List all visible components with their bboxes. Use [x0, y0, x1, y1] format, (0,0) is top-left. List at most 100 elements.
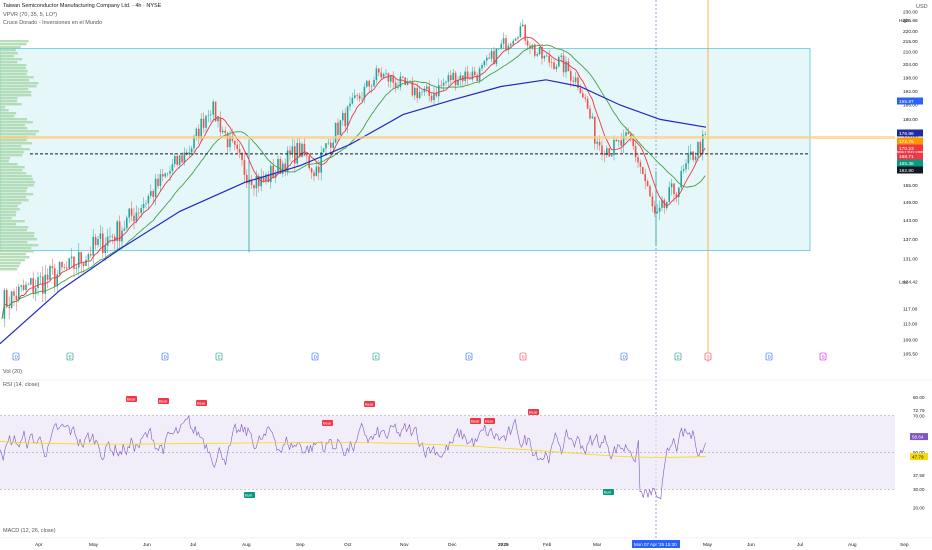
volume-profile-bar: [0, 55, 14, 58]
candle: [447, 75, 450, 82]
candle: [18, 286, 20, 301]
candle: [138, 212, 140, 214]
price-tag: [897, 159, 923, 167]
candle: [277, 158, 279, 173]
event-marker: [215, 352, 223, 361]
volume-profile-bar: [0, 226, 29, 229]
time-tick-label: Mar: [593, 542, 602, 548]
candle: [440, 85, 442, 86]
candle: [385, 73, 387, 74]
volume-profile-bar: [0, 232, 35, 235]
time-tick-label: Aug: [242, 542, 251, 548]
volume-profile-bar: [0, 187, 28, 190]
price-tick-label: 124.42: [903, 279, 918, 285]
price-tick-label: 215.00: [903, 39, 918, 45]
currency-label: USD: [916, 4, 928, 10]
bull-label: [244, 492, 255, 498]
candle: [548, 55, 550, 63]
volume-profile-bar: [0, 205, 18, 208]
volume-profile-bar: [0, 115, 15, 118]
candle: [356, 95, 358, 96]
candle: [668, 187, 670, 203]
volume-profile-bar: [0, 121, 33, 124]
candle: [152, 191, 154, 197]
price-tick-label: 198.00: [903, 75, 918, 81]
candle: [378, 68, 380, 73]
candle: [469, 78, 471, 80]
candle: [601, 145, 603, 154]
rsi-line: [0, 414, 706, 500]
volume-profile-bar: [0, 133, 36, 136]
candle: [262, 176, 265, 181]
price-tag: [897, 166, 923, 174]
candle: [318, 166, 320, 173]
indicator-vpvr-label[interactable]: VPVR (70, 35, 5, LO*): [3, 12, 58, 18]
candle: [466, 71, 469, 79]
time-tick-label: Sep: [900, 542, 909, 548]
event-marker-label: S: [707, 355, 710, 360]
bear-label: [158, 398, 169, 404]
candle: [351, 97, 354, 104]
volume-profile-bar: [0, 244, 39, 247]
candle: [49, 266, 51, 280]
candle: [646, 181, 649, 187]
bear-label-text: Bear: [365, 402, 374, 407]
candle: [294, 146, 296, 164]
candle: [411, 81, 414, 96]
rsi-panel-title[interactable]: RSI (14, close): [3, 382, 40, 388]
candle: [591, 116, 594, 119]
volume-profile-bar: [0, 46, 21, 49]
candle: [634, 146, 637, 158]
candle: [42, 276, 44, 294]
rsi-tick-label: 72.79: [913, 408, 925, 413]
candle: [481, 65, 483, 69]
price-tick-label: 155.00: [903, 183, 918, 189]
candle: [342, 112, 344, 121]
candle: [8, 307, 10, 309]
candle: [140, 208, 142, 213]
ma-slow-line: [0, 79, 707, 345]
candle: [190, 148, 193, 153]
rsi-tick-label: 30.00: [913, 487, 925, 492]
candle: [104, 245, 106, 254]
candle: [610, 155, 613, 157]
volume-profile-bar: [0, 118, 28, 121]
price-tick-label: 220.00: [903, 29, 918, 35]
cursor-time-label: Mon 07 Apr '25 15:30: [634, 542, 677, 547]
bear-label: [470, 418, 481, 424]
candle: [68, 258, 70, 269]
candle: [279, 158, 282, 174]
volume-profile-bar: [0, 106, 6, 109]
candle: [358, 95, 361, 99]
candle: [32, 278, 34, 294]
macd-panel-title[interactable]: MACD (12, 26, close): [3, 528, 56, 534]
candle: [202, 118, 205, 128]
candle: [166, 173, 169, 175]
volume-profile-bar: [0, 88, 29, 91]
candle: [428, 86, 430, 96]
candle: [418, 92, 421, 99]
indicator-golden-cross-label[interactable]: Cruce Dorado - Inversiones en el Mundo: [3, 20, 103, 26]
candle: [649, 186, 651, 197]
candle: [207, 115, 210, 116]
event-marker-label: S: [822, 355, 825, 360]
candle: [133, 215, 135, 222]
volume-profile-bar: [0, 61, 18, 64]
candle: [637, 157, 639, 163]
candle: [697, 142, 699, 157]
rsi-pane[interactable]: Bear Bear Bear Bear Bear Bear Bear Bear Bull Bull: [0, 379, 932, 500]
volume-panel-title[interactable]: Vol (20): [3, 369, 22, 375]
candle: [414, 87, 416, 96]
price-tag-label: 170.23: [899, 146, 914, 152]
candle: [339, 120, 342, 135]
candle: [210, 114, 212, 116]
price-tick-label: 109.00: [903, 337, 918, 343]
candle: [123, 228, 126, 231]
candle: [109, 236, 111, 237]
candle: [27, 284, 30, 286]
price-tick-label: 149.00: [903, 200, 918, 206]
candle: [82, 263, 85, 266]
orange-level: [0, 135, 895, 139]
